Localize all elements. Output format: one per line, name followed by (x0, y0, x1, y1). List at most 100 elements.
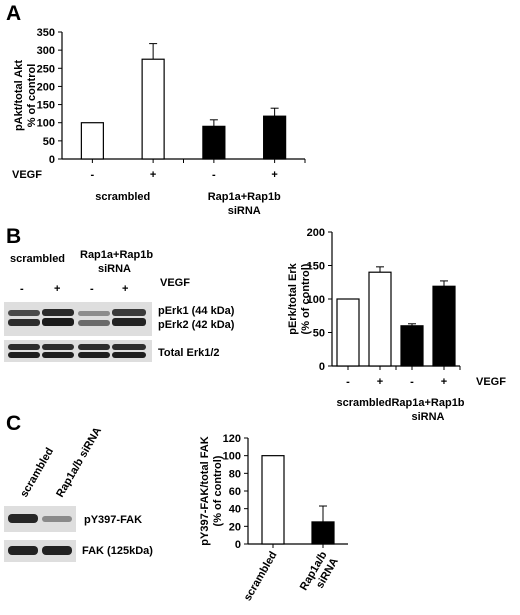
y-tick-label: 350 (37, 27, 55, 39)
y-tick-label: 150 (307, 261, 325, 273)
bar (336, 298, 360, 367)
y-axis-label-line: pErk/total Erk (287, 262, 299, 334)
blot-c-band-label-pfak: pY397-FAK (84, 514, 142, 526)
y-tick-label: 40 (229, 504, 241, 516)
y-axis-label-line: (% of control) (300, 263, 312, 334)
y-tick-label: 50 (43, 136, 55, 148)
x-category-label: Rap1a/bsiRNA (298, 549, 341, 599)
x-category-label: + (441, 376, 447, 388)
y-tick-label: 100 (223, 451, 241, 463)
blot-b-band (8, 310, 40, 316)
blot-b-membrane-total (4, 340, 152, 362)
blot-b-band-label-perk2: pErk2 (42 kDa) (158, 319, 235, 331)
blot-b-band-label-perk1: pErk1 (44 kDa) (158, 305, 235, 317)
y-tick-label: 100 (307, 294, 325, 306)
y-tick-label: 20 (229, 521, 241, 533)
blot-b-treatment-label: VEGF (160, 277, 190, 289)
y-axis-label-line: (% of control) (212, 455, 224, 526)
blot-b-group-sirna: siRNA (98, 263, 131, 275)
x-category-label: - (91, 169, 95, 181)
group-label: siRNA (228, 205, 261, 217)
blot-b-group-scrambled: scrambled (10, 253, 65, 265)
bar (263, 115, 287, 160)
blot-b-band (78, 320, 110, 326)
bar (80, 122, 104, 160)
panel-letter-c: C (6, 412, 21, 435)
blot-c-band (42, 516, 72, 522)
group-label: scrambled (95, 191, 150, 203)
blot-b-band (8, 344, 40, 350)
blot-c-band (42, 546, 72, 555)
y-axis-label-line: pY397-FAK/total FAK (199, 436, 211, 545)
y-axis-label-line: pAkt/total Akt (13, 60, 25, 131)
blot-c-band-label-fak: FAK (125kDa) (82, 545, 153, 557)
y-tick-label: 200 (37, 81, 55, 93)
x-category-label: - (346, 376, 350, 388)
blot-b-band (8, 352, 40, 358)
y-tick-label: 120 (223, 433, 241, 445)
y-axis-label: pAkt/total Akt% of control (13, 60, 38, 131)
x-category-label: + (150, 169, 156, 181)
x-category-label: + (377, 376, 383, 388)
blot-b-band (112, 309, 146, 316)
blot-b-band (112, 318, 146, 326)
y-tick-label: 80 (229, 468, 241, 480)
blot-b: scrambled Rap1a+Rap1b siRNA VEGF - + - +… (4, 249, 235, 362)
blot-c-membrane-total (4, 540, 76, 562)
blot-b-band (78, 352, 110, 358)
bar (368, 271, 392, 367)
blot-b-band (42, 352, 74, 358)
blot-c-lane-label-scrambled: scrambled (18, 446, 56, 500)
y-tick-label: 60 (229, 486, 241, 498)
bar (261, 455, 285, 545)
bar (400, 325, 424, 367)
blot-c-lane-label-sirna: Rap1a/b siRNA (54, 425, 104, 499)
y-tick-label: 200 (307, 227, 325, 239)
y-axis-label: pY397-FAK/total FAK(% of control) (199, 436, 224, 545)
x-category-label-line: scrambled (242, 550, 280, 604)
blot-b-band-label-total: Total Erk1/2 (158, 347, 220, 359)
blot-b-band (112, 344, 146, 350)
y-axis-label-line: % of control (26, 64, 38, 128)
blot-b-band (42, 318, 74, 326)
blot-c-band (8, 546, 38, 555)
y-tick-label: 150 (37, 100, 55, 112)
blot-c-band (8, 514, 38, 523)
bar (432, 285, 456, 367)
blot-b-lane-sign: - (20, 283, 24, 295)
y-tick-label: 100 (37, 118, 55, 130)
y-tick-label: 50 (313, 328, 325, 340)
blot-b-band (42, 309, 74, 316)
blot-b-band (78, 344, 110, 350)
blot-c: scrambled Rap1a/b siRNA pY397-FAK FAK (1… (4, 425, 153, 562)
bar (141, 58, 165, 160)
blot-b-group-rap: Rap1a+Rap1b (80, 249, 153, 261)
blot-b-band (8, 319, 40, 326)
x-category-label: - (212, 169, 216, 181)
x-category-label: + (271, 169, 277, 181)
x-category-label: - (410, 376, 414, 388)
panel-letter-a: A (6, 2, 21, 25)
group-label: siRNA (411, 411, 444, 423)
panel-letter-b: B (6, 225, 21, 248)
y-tick-label: 0 (319, 361, 325, 373)
y-axis-label: pErk/total Erk(% of control) (287, 262, 312, 334)
blot-b-lane-sign: + (54, 283, 60, 295)
chart-a: 0 50 100 150 200 250 300 350 pAkt/total Akt% of … (12, 27, 306, 217)
blot-b-band (42, 344, 74, 350)
blot-b-band (78, 311, 110, 316)
bar (311, 521, 335, 545)
group-label: Rap1a+Rap1b (391, 397, 464, 409)
chart-b: 0 50 100 150 200 pErk/total Erk(% of control)… (287, 227, 506, 423)
group-label: scrambled (336, 397, 391, 409)
bar (202, 125, 226, 160)
blot-b-lane-sign: - (90, 283, 94, 295)
treatment-label: VEGF (12, 169, 42, 181)
treatment-label: VEGF (476, 376, 506, 388)
blot-b-lane-sign: + (122, 283, 128, 295)
y-tick-label: 0 (235, 539, 241, 551)
y-tick-label: 300 (37, 45, 55, 57)
x-category-label: scrambled (242, 550, 280, 604)
y-tick-label: 250 (37, 63, 55, 75)
